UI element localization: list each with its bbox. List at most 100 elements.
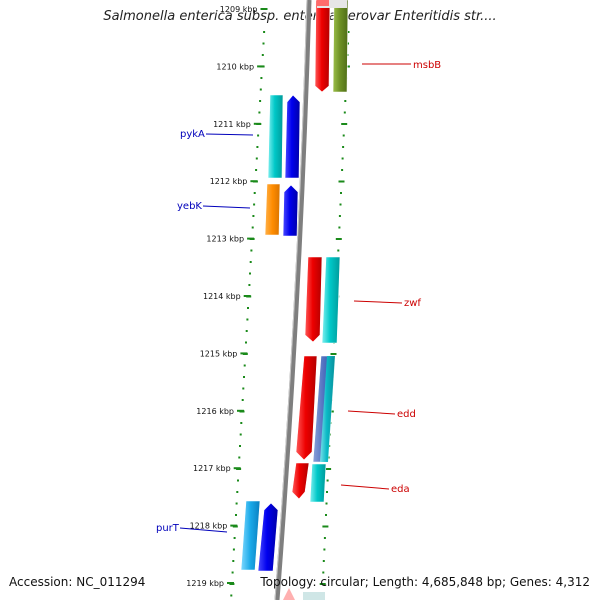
ring-dot (263, 31, 266, 33)
genome-backbone-highlight (274, 0, 308, 600)
ring-dot (323, 548, 326, 551)
kbp-tick-label: 1209 kbp (220, 5, 258, 14)
gene-label-purT[interactable]: purT (156, 523, 180, 534)
ring-dot (236, 491, 239, 493)
ring-dot (322, 571, 325, 574)
ring-dot (255, 157, 258, 160)
ring-dot (341, 157, 344, 160)
gene-label-pykA[interactable]: pykA (180, 129, 205, 140)
feature-msbB-red[interactable] (314, 0, 331, 93)
ring-dot (243, 376, 245, 378)
kbp-tick-label: 1216 kbp (196, 407, 234, 416)
ring-dot (342, 146, 345, 148)
ring-dot (232, 560, 235, 562)
ring-dot (325, 468, 332, 470)
ring-dot (249, 272, 251, 275)
kbp-tick-label: 1215 kbp (200, 349, 238, 358)
ring-dot (323, 537, 326, 539)
kbp-tick-label: 1214 kbp (203, 292, 241, 301)
ring-dot (256, 146, 259, 148)
gene-label-edd[interactable]: edd (397, 409, 416, 420)
ring-dot (246, 318, 249, 321)
ring-dot (247, 307, 249, 309)
ring-dot (322, 525, 329, 528)
ring-dot (237, 479, 239, 482)
ring-dot (232, 548, 235, 551)
ring-dot (241, 399, 244, 401)
kbp-tick-labels: 1209 kbp 1210 kbp 1211 kbp 1212 kbp 1213 kbp… (186, 5, 268, 588)
ring-dot (322, 560, 325, 562)
ring-dot (340, 192, 342, 194)
accession-label: Accession: NC_011294 (9, 575, 146, 589)
ring-dot (325, 514, 327, 516)
feature-edd-red[interactable] (295, 355, 318, 461)
ring-dot (245, 341, 247, 344)
kbp-tick-label: 1212 kbp (210, 177, 248, 186)
ring-dot (233, 537, 236, 539)
feature-eda-cyan[interactable] (309, 463, 327, 503)
ring-dot (253, 203, 256, 206)
ring-dot (243, 364, 246, 367)
kbp-tick-label: 1211 kbp (213, 120, 251, 129)
ring-dot (335, 238, 342, 240)
feature-eda-red[interactable] (291, 462, 310, 500)
gene-leader-lines (179, 63, 411, 533)
ring-dot (253, 192, 256, 194)
ring-dot (250, 249, 253, 252)
feature-msbB-grey-top (317, 0, 347, 8)
ring-dot (235, 514, 237, 516)
feature-zwf-cyan[interactable] (321, 256, 341, 344)
ring-dot (245, 330, 248, 332)
ring-dot (238, 456, 241, 459)
ring-dot (240, 422, 243, 424)
ring-dot (337, 249, 340, 252)
ring-dot (343, 111, 346, 114)
ring-dot (342, 134, 345, 137)
ring-dot (319, 583, 326, 585)
ring-dot (235, 502, 238, 505)
ring-dot (242, 387, 245, 390)
ring-dot (325, 502, 328, 505)
ring-dot (251, 226, 254, 229)
feature-pykA-blue[interactable] (284, 94, 301, 179)
ring-dot (230, 594, 233, 597)
ring-dot (326, 479, 329, 482)
feature-yebK-orange[interactable] (264, 183, 281, 236)
ring-dot (255, 169, 258, 171)
ring-dot (338, 180, 345, 183)
ring-dot (338, 226, 341, 229)
bottom-track-stub (303, 592, 325, 600)
kbp-tick-label: 1219 kbp (186, 579, 224, 588)
summary-label: Topology: circular; Length: 4,685,848 bp… (260, 575, 590, 589)
ring-dot (327, 456, 330, 459)
feature-purT-blue[interactable] (257, 502, 279, 572)
ring-dot (259, 100, 262, 102)
kbp-tick-label: 1217 kbp (193, 464, 231, 473)
ring-dot (239, 433, 242, 436)
feature-zwf-red[interactable] (304, 256, 323, 343)
feature-purT-sky[interactable] (240, 500, 261, 571)
ring-dot (231, 571, 234, 574)
ring-dot (261, 54, 264, 56)
map-title: Salmonella enterica subsp. enterica sero… (103, 9, 497, 24)
bottom-position-marker (283, 588, 295, 600)
gene-label-yebK[interactable]: yebK (177, 201, 202, 212)
ring-dot (339, 203, 342, 206)
gene-label-eda[interactable]: eda (391, 484, 410, 495)
kbp-tick-label: 1213 kbp (206, 235, 244, 244)
ring-dot (330, 353, 337, 355)
ring-dot (341, 123, 348, 125)
feature-yebK-blue[interactable] (282, 184, 299, 237)
gene-label-msbB[interactable]: msbB (413, 60, 441, 71)
feature-msbB-olive[interactable] (332, 0, 349, 93)
ring-dot (258, 111, 261, 114)
ring-dot (249, 261, 252, 263)
ring-dot (347, 42, 349, 45)
ring-dot (259, 88, 262, 91)
ring-dot (347, 31, 350, 33)
gene-label-zwf[interactable]: zwf (404, 298, 421, 309)
feature-pykA-cyan[interactable] (267, 94, 284, 179)
kbp-tick-label: 1218 kbp (190, 522, 228, 531)
